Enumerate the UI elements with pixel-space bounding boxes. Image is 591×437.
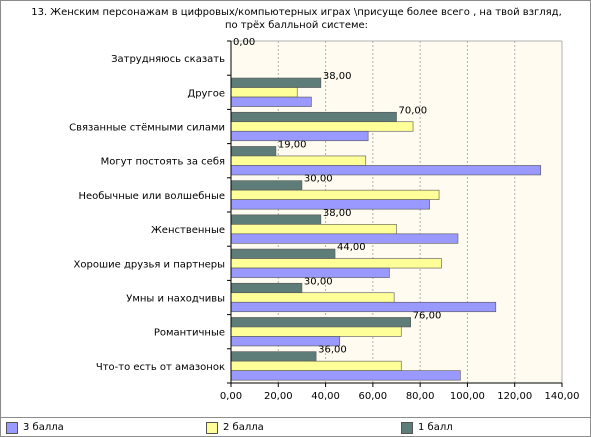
bar bbox=[230, 258, 442, 269]
x-tick-label: 100,00 bbox=[450, 391, 485, 402]
data-label: 44,00 bbox=[337, 242, 366, 253]
x-tick-label: 20,00 bbox=[264, 391, 293, 402]
category-label: Хорошие друзья и партнеры bbox=[74, 259, 225, 270]
bar bbox=[230, 121, 414, 132]
chart-legend: 3 балла 2 балла 1 балл bbox=[1, 417, 590, 436]
bar bbox=[230, 165, 542, 176]
category-label: Связанные стёмными силами bbox=[69, 123, 225, 134]
x-tick-label: 0,00 bbox=[220, 391, 242, 402]
x-tick-label: 40,00 bbox=[311, 391, 340, 402]
data-label: 30,00 bbox=[304, 174, 333, 185]
x-tick-label: 140,00 bbox=[545, 391, 580, 402]
data-label: 70,00 bbox=[399, 105, 428, 116]
bar bbox=[230, 360, 402, 371]
category-label: Что-то есть от амазонок bbox=[96, 362, 225, 373]
bar bbox=[230, 224, 397, 235]
bar bbox=[230, 370, 461, 381]
legend-label-1-ball: 1 балл bbox=[418, 422, 453, 433]
data-label: 38,00 bbox=[323, 208, 352, 219]
category-label: Могут постоять за себя bbox=[101, 157, 225, 168]
data-label: 76,00 bbox=[413, 310, 442, 321]
data-label: 30,00 bbox=[304, 276, 333, 287]
bar bbox=[230, 326, 402, 337]
category-label: Затрудняюсь сказать bbox=[111, 54, 225, 65]
x-tick-label: 120,00 bbox=[497, 391, 532, 402]
bar bbox=[230, 189, 440, 200]
bar bbox=[230, 87, 298, 98]
category-label: Другое bbox=[187, 88, 225, 99]
bar bbox=[230, 317, 411, 328]
legend-swatch-1-ball bbox=[401, 422, 413, 434]
category-label: Необычные или волшебные bbox=[78, 191, 225, 202]
bar bbox=[230, 146, 277, 157]
bar bbox=[230, 155, 367, 166]
bar bbox=[230, 301, 497, 313]
legend-label-3-balla: 3 балла bbox=[23, 422, 64, 433]
bar bbox=[230, 248, 336, 259]
data-label: 38,00 bbox=[323, 71, 352, 82]
category-label: Женственные bbox=[151, 225, 225, 236]
category-label: Романтичные bbox=[154, 328, 225, 339]
x-tick-label: 60,00 bbox=[359, 391, 388, 402]
bar bbox=[230, 351, 317, 362]
category-label: Умны и находчивы bbox=[126, 294, 225, 305]
bar bbox=[230, 180, 303, 191]
data-label: 0,00 bbox=[233, 37, 255, 48]
chart-title-line-2: по трёх балльной системе: bbox=[224, 20, 369, 31]
bar bbox=[230, 214, 322, 225]
x-tick-label: 80,00 bbox=[406, 391, 435, 402]
bar bbox=[230, 96, 312, 107]
data-label: 36,00 bbox=[318, 345, 347, 356]
legend-swatch-2-balla bbox=[206, 422, 218, 434]
legend-label-2-balla: 2 балла bbox=[223, 422, 264, 433]
chart-title: 13. Женским персонажам в цифровых/компью… bbox=[1, 6, 590, 32]
legend-swatch-3-balla bbox=[6, 422, 18, 434]
bar bbox=[230, 111, 397, 123]
chart-title-line-1: 13. Женским персонажам в цифровых/компью… bbox=[31, 7, 562, 18]
bar bbox=[230, 282, 303, 294]
data-label: 19,00 bbox=[278, 139, 307, 150]
bar bbox=[230, 77, 322, 88]
bar bbox=[230, 292, 395, 303]
